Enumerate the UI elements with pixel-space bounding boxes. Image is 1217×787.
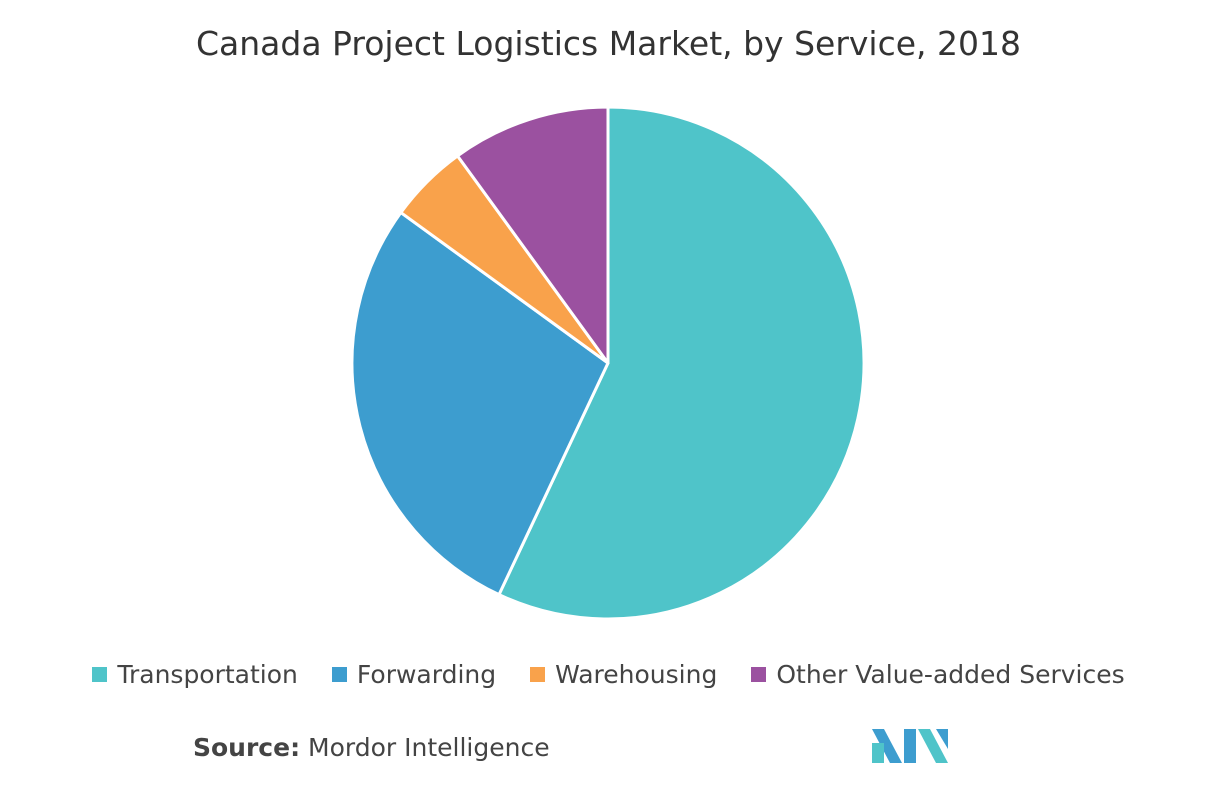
legend-label-warehousing: Warehousing — [555, 660, 718, 689]
legend-item-warehousing: Warehousing — [530, 660, 717, 689]
legend-item-forwarding: Forwarding — [331, 660, 497, 689]
source-text: Mordor Intelligence — [308, 733, 550, 762]
legend-item-other-value-added-services: Other Value-added Services — [751, 660, 1125, 689]
logo-center-shape — [904, 729, 916, 763]
legend-label-transportation: Transportation — [117, 660, 298, 689]
legend-swatch-transportation — [92, 667, 108, 682]
legend-label-other-value-added-services: Other Value-added Services — [776, 660, 1125, 689]
source-note: Source: Mordor Intelligence — [193, 733, 550, 762]
pie-slice-forwarding — [350, 211, 610, 597]
logo-left-shape — [872, 729, 902, 763]
pie-slice-other-value-added-services — [456, 105, 610, 365]
pie-slice-transportation — [497, 105, 866, 621]
legend-item-transportation: Transportation — [92, 660, 298, 689]
legend-swatch-other-value-added-services — [751, 667, 767, 682]
mordor-logo-icon — [872, 729, 948, 763]
logo-right-bar — [936, 729, 948, 749]
legend-label-forwarding: Forwarding — [356, 660, 497, 689]
legend: Transportation Forwarding Warehousing Other… — [0, 660, 1217, 689]
chart-title: Canada Project Logistics Market, by Serv… — [196, 24, 1021, 63]
legend-swatch-warehousing — [530, 667, 546, 682]
logo-right-shape — [918, 729, 948, 763]
source-label: Source: — [193, 733, 301, 762]
logo-mid-shape — [872, 743, 884, 763]
legend-swatch-forwarding — [331, 667, 347, 682]
